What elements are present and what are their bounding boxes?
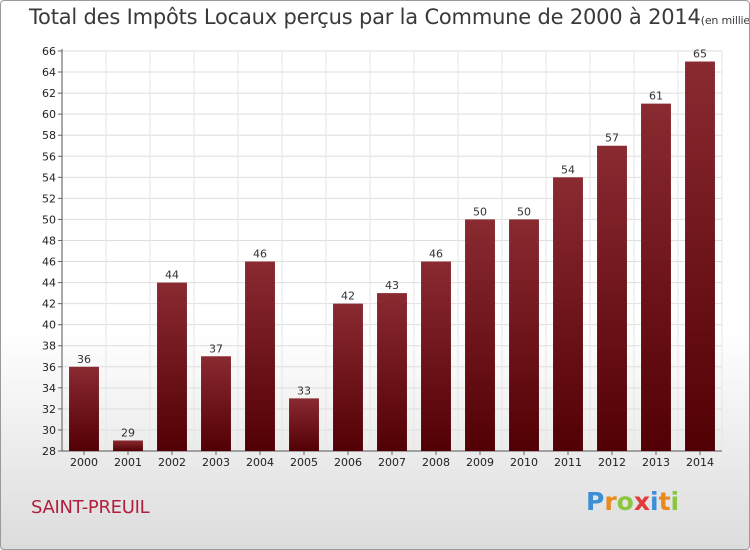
bar-2006 <box>333 303 363 451</box>
y-tick-label: 66 <box>42 45 56 58</box>
bar-2004 <box>245 261 275 451</box>
bar-2002 <box>157 282 187 451</box>
y-tick-label: 42 <box>42 298 56 311</box>
y-tick-label: 54 <box>42 171 56 184</box>
bar-2007 <box>377 293 407 451</box>
data-label-2013: 61 <box>649 90 663 103</box>
y-tick-label: 50 <box>42 213 56 226</box>
y-tick-label: 32 <box>42 403 56 416</box>
data-label-2008: 46 <box>429 248 443 261</box>
y-tick-label: 60 <box>42 108 56 121</box>
chart-title-text: Total des Impôts Locaux perçus par la Co… <box>29 5 701 29</box>
data-label-2006: 42 <box>341 290 355 303</box>
x-tick-label: 2008 <box>422 456 450 469</box>
x-tick-label: 2010 <box>510 456 538 469</box>
x-tick-label: 2005 <box>290 456 318 469</box>
label-layer: 28 30 32 34 36 38 40 42 44 46 48 50 52 54 56 58 60 62 64 66… <box>42 45 714 469</box>
data-label-2009: 50 <box>473 205 487 218</box>
x-tick-label: 2009 <box>466 456 494 469</box>
data-label-2004: 46 <box>253 248 267 261</box>
data-label-2003: 37 <box>209 342 223 355</box>
brand-logo: Proxiti <box>586 487 679 516</box>
data-label-2001: 29 <box>121 426 135 439</box>
y-tick-label: 62 <box>42 87 56 100</box>
bar-2011 <box>553 177 583 451</box>
x-tick-label: 2003 <box>202 456 230 469</box>
bar-2009 <box>465 219 495 451</box>
x-tick-label: 2014 <box>686 456 714 469</box>
chart-unit: (en milliers d'€) <box>700 14 750 27</box>
y-tick-label: 52 <box>42 192 56 205</box>
brand-letter: t <box>658 487 671 516</box>
x-tick-label: 2007 <box>378 456 406 469</box>
x-tick-label: 2006 <box>334 456 362 469</box>
y-tick-label: 46 <box>42 256 56 269</box>
data-label-2014: 65 <box>693 48 707 61</box>
y-tick-label: 56 <box>42 150 56 163</box>
y-tick-label: 36 <box>42 361 56 374</box>
bar-2013 <box>641 103 671 451</box>
bar-2010 <box>509 219 539 451</box>
bar-layer <box>69 61 715 452</box>
brand-letter: r <box>604 487 617 516</box>
y-tick-label: 64 <box>42 66 56 79</box>
y-tick-label: 44 <box>42 277 56 290</box>
bar-2014 <box>685 61 715 452</box>
data-label-2011: 54 <box>561 163 575 176</box>
brand-letter: i <box>670 487 680 516</box>
x-tick-label: 2011 <box>554 456 582 469</box>
bar-2012 <box>597 145 627 451</box>
x-tick-label: 2001 <box>114 456 142 469</box>
bar-2001 <box>113 440 143 451</box>
brand-letter: o <box>616 487 634 516</box>
brand-letter: i <box>650 487 659 516</box>
bar-2003 <box>201 356 231 451</box>
x-tick-label: 2012 <box>598 456 626 469</box>
bar-2000 <box>69 366 99 451</box>
data-label-2007: 43 <box>385 279 399 292</box>
y-tick-label: 30 <box>42 424 56 437</box>
x-tick-label: 2002 <box>158 456 186 469</box>
chart-title: Total des Impôts Locaux perçus par la Co… <box>29 5 750 29</box>
y-tick-label: 40 <box>42 319 56 332</box>
y-tick-label: 48 <box>42 234 56 247</box>
data-label-2005: 33 <box>297 384 311 397</box>
data-label-2010: 50 <box>517 205 531 218</box>
x-tick-label: 2000 <box>70 456 98 469</box>
commune-name: SAINT-PREUIL <box>31 497 150 518</box>
y-tick-label: 58 <box>42 129 56 142</box>
y-tick-label: 38 <box>42 340 56 353</box>
data-label-2012: 57 <box>605 132 619 145</box>
y-tick-label: 34 <box>42 382 56 395</box>
brand-letter: P <box>586 487 605 516</box>
y-tick-label: 28 <box>42 445 56 458</box>
x-tick-label: 2004 <box>246 456 274 469</box>
bar-2008 <box>421 261 451 451</box>
x-tick-label: 2013 <box>642 456 670 469</box>
brand-letter: x <box>633 487 650 516</box>
bar-2005 <box>289 398 319 451</box>
data-label-2002: 44 <box>165 269 179 282</box>
data-label-2000: 36 <box>77 353 91 366</box>
